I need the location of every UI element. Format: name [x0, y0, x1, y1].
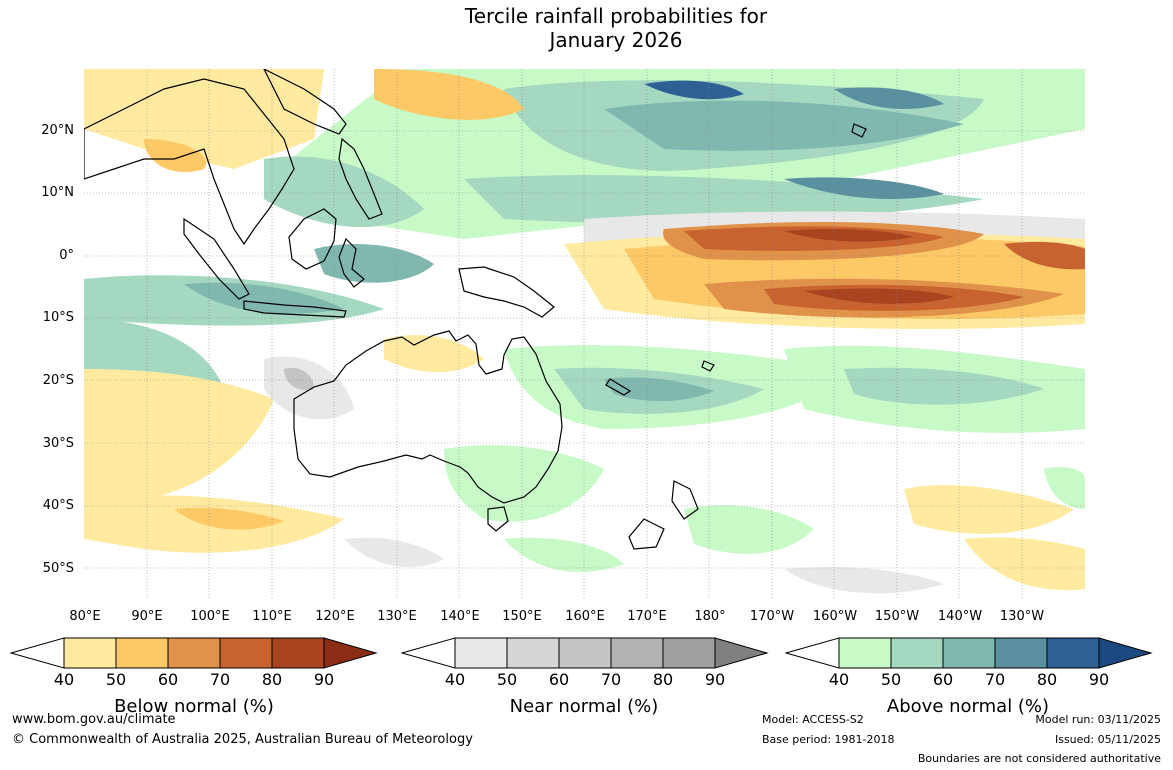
tercile-probability-shading	[84, 69, 1085, 594]
lon-label-170w: 170°W	[749, 609, 795, 624]
coastline-icon	[84, 69, 867, 550]
lon-label-160w: 160°W	[812, 609, 858, 624]
lat-label-20s: 20°S	[42, 373, 74, 388]
lon-label-160e: 160°E	[565, 609, 605, 624]
above-tick: 50	[880, 670, 902, 689]
below-colorbar-segment-2	[115, 637, 169, 669]
above-colorbar-segment-3	[942, 637, 996, 669]
lat-label-40s: 40°S	[42, 498, 74, 513]
above-tick: 90	[1088, 670, 1110, 689]
lon-label-130w: 130°W	[999, 609, 1045, 624]
lat-label-10s: 10°S	[42, 310, 74, 325]
above-tick: 80	[1036, 670, 1058, 689]
lat-label-0: 0°	[59, 248, 74, 263]
below-tick: 60	[157, 670, 179, 689]
near-tick: 40	[444, 670, 466, 689]
below-colorbar-segment-1	[63, 637, 117, 669]
near-colorbar-segment-4	[610, 637, 664, 669]
below-tick: 70	[209, 670, 231, 689]
model-text: Model: ACCESS-S2	[762, 713, 864, 726]
near-tick: 90	[704, 670, 726, 689]
above-colorbar-segment-2	[890, 637, 944, 669]
lon-label-180: 180°	[694, 609, 726, 624]
lon-label-110e: 110°E	[252, 609, 292, 624]
below-colorbar-segment-5	[271, 637, 325, 669]
above-tick: 70	[984, 670, 1006, 689]
lat-label-30s: 30°S	[42, 436, 74, 451]
map-title: Tercile rainfall probabilities for Janua…	[0, 4, 1173, 52]
below-colorbar-segment-4	[219, 637, 273, 669]
lon-label-140e: 140°E	[440, 609, 480, 624]
lon-label-80e: 80°E	[69, 609, 101, 624]
near-tick: 50	[496, 670, 518, 689]
below-colorbar-low-extension	[10, 637, 65, 669]
lon-label-100e: 100°E	[190, 609, 230, 624]
above-colorbar-high-extension	[1098, 637, 1153, 669]
lon-label-170e: 170°E	[627, 609, 667, 624]
issued-text: Issued: 05/11/2025	[1054, 733, 1161, 746]
model-run-text: Model run: 03/11/2025	[1035, 713, 1161, 726]
below-normal-colorbar	[10, 637, 378, 669]
lon-label-150w: 150°W	[874, 609, 920, 624]
below-normal-title: Below normal (%)	[114, 696, 274, 717]
below-colorbar-high-extension	[323, 637, 378, 669]
below-tick: 90	[313, 670, 335, 689]
near-colorbar-high-extension	[714, 637, 769, 669]
title-line-1: Tercile rainfall probabilities for	[464, 4, 768, 28]
above-colorbar-segment-5	[1046, 637, 1100, 669]
above-normal-colorbar	[785, 637, 1153, 669]
near-colorbar-low-extension	[401, 637, 456, 669]
base-period-text: Base period: 1981-2018	[762, 733, 895, 746]
above-colorbar-segment-4	[994, 637, 1048, 669]
lon-label-140w: 140°W	[937, 609, 983, 624]
above-normal-title: Above normal (%)	[886, 696, 1050, 717]
near-colorbar-segment-1	[454, 637, 508, 669]
rainfall-map	[84, 69, 1085, 600]
below-tick: 40	[53, 670, 75, 689]
below-colorbar-segment-3	[167, 637, 221, 669]
lon-label-150e: 150°E	[502, 609, 542, 624]
near-normal-colorbar	[401, 637, 769, 669]
copyright-text: © Commonwealth of Australia 2025, Austra…	[12, 732, 473, 747]
title-line-2: January 2026	[549, 28, 683, 52]
near-colorbar-segment-5	[662, 637, 716, 669]
lat-label-20n: 20°N	[41, 123, 74, 138]
near-colorbar-segment-2	[506, 637, 560, 669]
below-tick: 50	[105, 670, 127, 689]
map-gridlines	[84, 69, 1085, 600]
above-tick: 40	[828, 670, 850, 689]
disclaimer-text: Boundaries are not considered authoritat…	[917, 752, 1161, 765]
near-tick: 80	[652, 670, 674, 689]
website-link[interactable]: www.bom.gov.au/climate	[12, 712, 176, 727]
near-colorbar-segment-3	[558, 637, 612, 669]
above-colorbar-low-extension	[785, 637, 840, 669]
near-normal-title: Near normal (%)	[509, 696, 659, 717]
lon-label-130e: 130°E	[377, 609, 417, 624]
above-tick: 60	[932, 670, 954, 689]
near-tick: 70	[600, 670, 622, 689]
above-colorbar-segment-1	[838, 637, 892, 669]
lat-label-50s: 50°S	[42, 561, 74, 576]
near-tick: 60	[548, 670, 570, 689]
lat-label-10n: 10°N	[41, 185, 74, 200]
map-canvas	[84, 69, 1085, 600]
lon-label-90e: 90°E	[131, 609, 163, 624]
lon-label-120e: 120°E	[315, 609, 355, 624]
below-tick: 80	[261, 670, 283, 689]
